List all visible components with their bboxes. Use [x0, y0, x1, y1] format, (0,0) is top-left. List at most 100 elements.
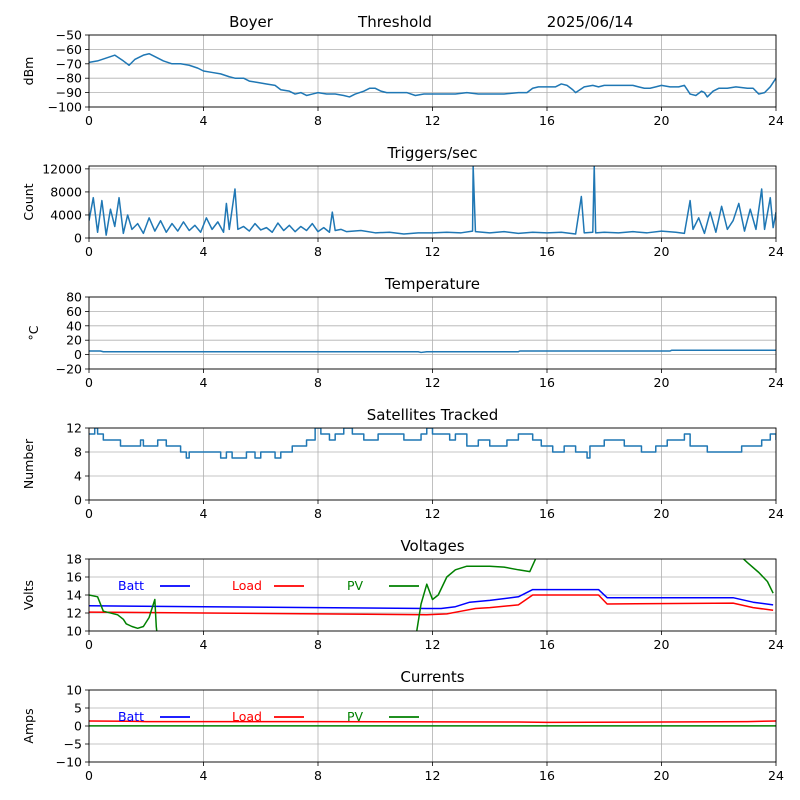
series-line-pv — [89, 595, 158, 640]
y-tick-label: 12 — [66, 606, 82, 621]
panel-triggers: 0 4 8 12 16 20 24 0 4000 8000 12000 Triggers/sec Cou… — [21, 144, 784, 259]
y-tick-label: −10 — [56, 755, 82, 770]
x-tick-label: 24 — [768, 113, 784, 128]
x-tick-label: 0 — [85, 768, 93, 783]
x-tick-label: 0 — [85, 637, 93, 652]
legend-label: PV — [347, 709, 364, 724]
chart-title: Voltages — [400, 537, 464, 555]
y-tick-label: −5 — [64, 737, 82, 752]
x-tick-label: 12 — [425, 506, 441, 521]
x-tick-label: 24 — [768, 637, 784, 652]
y-tick-label: −70 — [56, 56, 82, 71]
panel-volts: 0 4 8 12 16 20 24 10 12 14 16 18 Voltages Volts Batt Lo… — [21, 537, 784, 652]
y-tick-label: 18 — [66, 552, 82, 567]
x-tick-label: 16 — [539, 506, 555, 521]
y-tick-label: 12000 — [42, 161, 82, 176]
y-tick-label: 16 — [66, 570, 82, 585]
panel-rssi: 0 4 8 12 16 20 24 −100−90−80−70−60−50 dBm — [21, 28, 784, 129]
series-line-pv — [415, 555, 538, 641]
y-tick-label: −20 — [56, 362, 82, 377]
legend-label: PV — [347, 578, 364, 593]
y-tick-label: 0 — [74, 231, 82, 246]
x-tick-label: 8 — [314, 113, 322, 128]
x-tick-label: 16 — [539, 375, 555, 390]
x-tick-label: 20 — [654, 506, 670, 521]
x-tick-label: 24 — [768, 244, 784, 259]
y-tick-label: −50 — [56, 28, 82, 43]
x-tick-label: 20 — [654, 113, 670, 128]
series-group — [89, 555, 773, 641]
y-tick-label: 0 — [74, 347, 82, 362]
x-tick-label: 16 — [539, 768, 555, 783]
chart-title: Currents — [400, 668, 464, 686]
x-tick-label: 8 — [314, 244, 322, 259]
y-axis-label: °C — [26, 325, 41, 340]
x-tick-label: 8 — [314, 375, 322, 390]
x-tick-label: 4 — [200, 506, 208, 521]
legend-label: Batt — [118, 709, 144, 724]
x-tick-label: 0 — [85, 244, 93, 259]
series-line-pv — [739, 555, 773, 594]
y-tick-label: −90 — [56, 85, 82, 100]
y-tick-label: 8 — [74, 445, 82, 460]
x-tick-label: 20 — [654, 375, 670, 390]
y-tick-label: 0 — [74, 493, 82, 508]
x-tick-label: 24 — [768, 375, 784, 390]
x-tick-label: 24 — [768, 506, 784, 521]
x-tick-label: 0 — [85, 375, 93, 390]
x-tick-label: 4 — [200, 375, 208, 390]
x-tick-label: 16 — [539, 637, 555, 652]
legend: Batt Load PV — [118, 578, 419, 593]
x-tick-label: 0 — [85, 113, 93, 128]
y-tick-label: 20 — [66, 333, 82, 348]
y-tick-label: 80 — [66, 290, 82, 305]
y-tick-label: 10 — [66, 683, 82, 698]
x-tick-label: 12 — [425, 637, 441, 652]
series-line-load — [89, 721, 776, 722]
x-tick-label: 16 — [539, 113, 555, 128]
y-tick-label: −100 — [48, 100, 82, 115]
y-tick-label: −60 — [56, 42, 82, 57]
y-axis-label: Amps — [21, 708, 36, 743]
y-tick-label: 14 — [66, 588, 82, 603]
legend-label: Load — [232, 709, 262, 724]
y-tick-label: 5 — [74, 701, 82, 716]
x-tick-label: 4 — [200, 637, 208, 652]
x-tick-label: 24 — [768, 768, 784, 783]
x-tick-label: 4 — [200, 244, 208, 259]
y-axis-label: Volts — [21, 580, 36, 610]
x-tick-label: 20 — [654, 637, 670, 652]
x-tick-label: 12 — [425, 768, 441, 783]
y-tick-label: −80 — [56, 71, 82, 86]
x-tick-label: 8 — [314, 768, 322, 783]
x-tick-label: 16 — [539, 244, 555, 259]
x-tick-label: 0 — [85, 506, 93, 521]
x-tick-label: 12 — [425, 113, 441, 128]
chart-title: Temperature — [384, 275, 480, 293]
header-site: Boyer — [229, 13, 274, 31]
y-tick-label: 12 — [66, 421, 82, 436]
x-tick-label: 8 — [314, 637, 322, 652]
header-date: 2025/06/14 — [547, 13, 633, 31]
x-tick-label: 4 — [200, 113, 208, 128]
chart-figure: Boyer Threshold 2025/06/14 0 4 8 12 16 20 24 −1… — [0, 0, 800, 800]
series-line-batt — [89, 590, 773, 609]
y-tick-label: 40 — [66, 318, 82, 333]
y-axis-label: Number — [21, 438, 36, 489]
panel-sats: 0 4 8 12 16 20 2404812Satellites TrackedNumber — [21, 406, 784, 521]
x-tick-label: 12 — [425, 244, 441, 259]
x-tick-label: 20 — [654, 768, 670, 783]
y-tick-label: 0 — [74, 719, 82, 734]
y-tick-label: 4000 — [50, 207, 82, 222]
x-tick-label: 8 — [314, 506, 322, 521]
y-tick-label: 60 — [66, 304, 82, 319]
y-tick-label: 8000 — [50, 184, 82, 199]
panel-amps: 0 4 8 12 16 20 24 −10 −5 0 5 10 Currents Amps Batt Load… — [21, 668, 784, 783]
legend-label: Load — [232, 578, 262, 593]
y-axis-label: Count — [21, 183, 36, 220]
chart-title: Triggers/sec — [387, 144, 478, 162]
header-mode: Threshold — [357, 13, 432, 31]
chart-title: Satellites Tracked — [367, 406, 498, 424]
y-tick-label: 10 — [66, 624, 82, 639]
